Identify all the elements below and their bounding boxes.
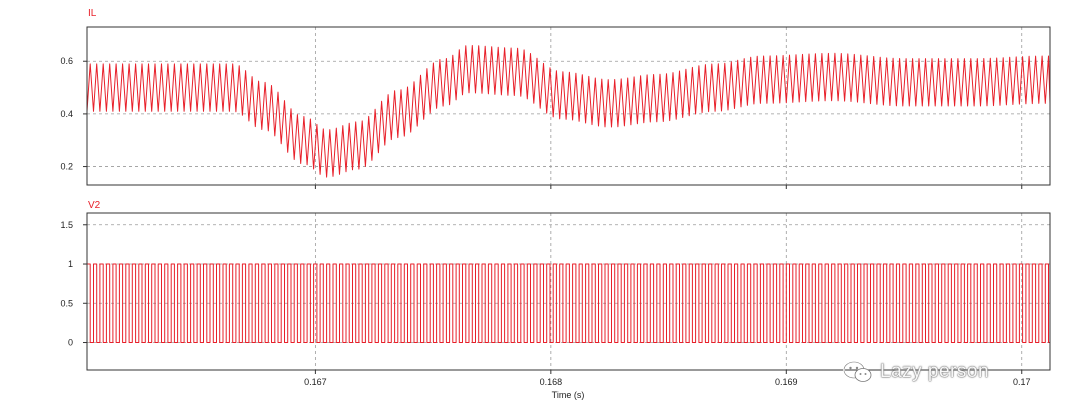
il-plot-frame (86, 26, 1051, 186)
x-tick-label: 0.167 (304, 377, 327, 387)
x-tick-label: 0.168 (540, 377, 563, 387)
y-tick-label: 0.4 (60, 109, 73, 119)
il-panel: IL 0.2 0.4 0.6 (60, 8, 1051, 189)
y-tick-label: 0.2 (60, 162, 73, 172)
v2-series-line (86, 263, 1050, 343)
v2-panel: V2 0 0.5 1 1.5 0.167 0.168 0.169 0.17 (60, 200, 1051, 387)
y-tick-label: 1 (68, 259, 73, 269)
v2-ticks: 0 0.5 1 1.5 0.167 0.168 0.169 0.17 (60, 220, 1030, 387)
il-series-line (86, 45, 1051, 178)
x-tick-label: 0.17 (1013, 377, 1031, 387)
y-tick-label: 0.6 (60, 56, 73, 66)
il-channel-title: IL (88, 8, 97, 19)
il-ticks: 0.2 0.4 0.6 (60, 56, 1023, 189)
il-gridlines (87, 27, 1050, 185)
y-tick-label: 0.5 (60, 298, 73, 308)
v2-gridlines (87, 213, 1050, 370)
x-axis-title: Time (s) (552, 390, 585, 400)
v2-plot-frame (86, 212, 1051, 371)
v2-channel-title: V2 (88, 200, 101, 211)
y-tick-label: 1.5 (60, 220, 73, 230)
y-tick-label: 0 (68, 338, 73, 348)
x-tick-label: 0.169 (775, 377, 798, 387)
